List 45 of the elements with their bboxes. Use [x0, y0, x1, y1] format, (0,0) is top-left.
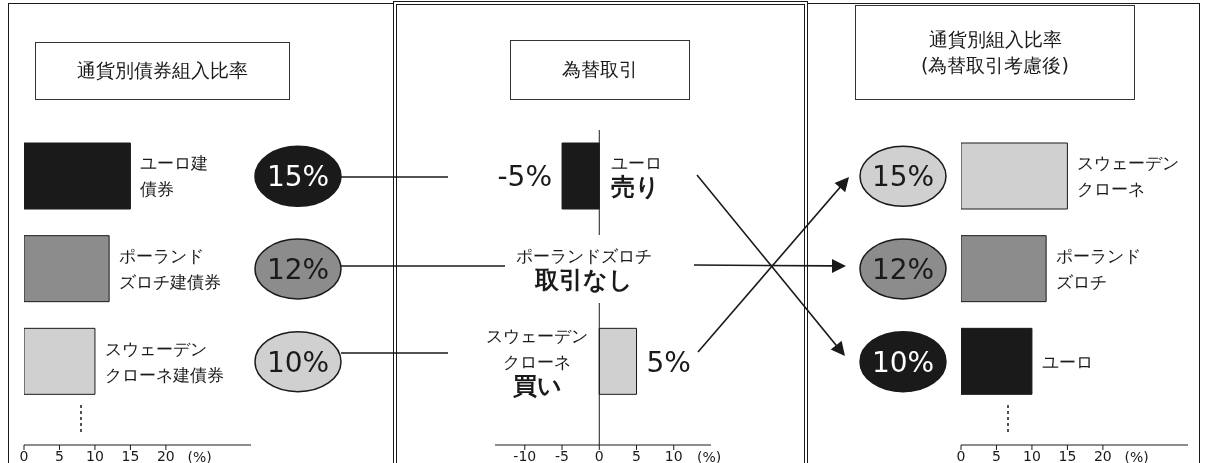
data-label: -5%	[497, 160, 553, 194]
x-tick-label: 20	[156, 447, 175, 463]
x-tick-label: 10	[664, 447, 683, 463]
x-tick-label: 10	[86, 447, 104, 463]
y-tick-label: スウェーデンクローネ建債券	[104, 338, 224, 385]
data-label: 12%	[266, 253, 330, 286]
x-tick-label: 10	[1023, 447, 1041, 463]
data-label: 5%	[646, 345, 691, 379]
x-tick-label: -10	[513, 447, 537, 463]
y-tick-label: ポーランドズロチ	[1056, 246, 1142, 292]
y-tick-label: スウェーデンクローネ	[1077, 153, 1180, 200]
bar	[961, 235, 1047, 303]
y-tick-label: ポーランドズロチ取引なし	[516, 246, 653, 294]
x-tick-label: 5	[55, 447, 64, 463]
chart-subtitle: (為替取引考慮後)	[921, 52, 1069, 78]
x-tick-label: 15	[121, 447, 140, 463]
x-tick-label: 20	[1093, 447, 1112, 463]
data-label: 15%	[266, 160, 330, 194]
y-tick-label: ユーロ建債券	[140, 153, 209, 200]
x-axis-title: (%)	[1124, 449, 1149, 463]
x-tick-label: 5	[992, 447, 1001, 463]
x-tick-label: 0	[956, 447, 966, 463]
y-tick-label: ユーロ	[1041, 351, 1093, 372]
x-tick-label: 5	[632, 447, 641, 463]
bar	[24, 235, 110, 303]
data-label: 12%	[871, 253, 935, 286]
x-tick-label: -5	[555, 447, 570, 463]
y-tick-label: ポーランドズロチ建債券	[119, 246, 222, 292]
bar	[24, 142, 131, 210]
chart-title: 為替取引	[562, 57, 638, 82]
x-tick-label: 0	[19, 447, 29, 463]
y-tick-label: スウェーデンクローネ買い	[486, 325, 589, 400]
bar	[961, 327, 1033, 395]
bar	[961, 142, 1068, 210]
x-axis-title: (%)	[697, 449, 722, 463]
x-tick-label: 0	[594, 447, 604, 463]
x-axis-title: (%)	[187, 449, 212, 463]
chart-title: 通貨別組入比率	[928, 26, 1062, 52]
data-label: 15%	[871, 160, 935, 194]
data-label: 10%	[871, 345, 935, 379]
y-tick-label: ユーロ売り	[611, 153, 663, 202]
x-tick-label: 15	[1058, 447, 1077, 463]
data-label: 10%	[266, 345, 330, 379]
bar	[24, 327, 96, 395]
chart-title: 通貨別債券組入比率	[77, 58, 248, 83]
